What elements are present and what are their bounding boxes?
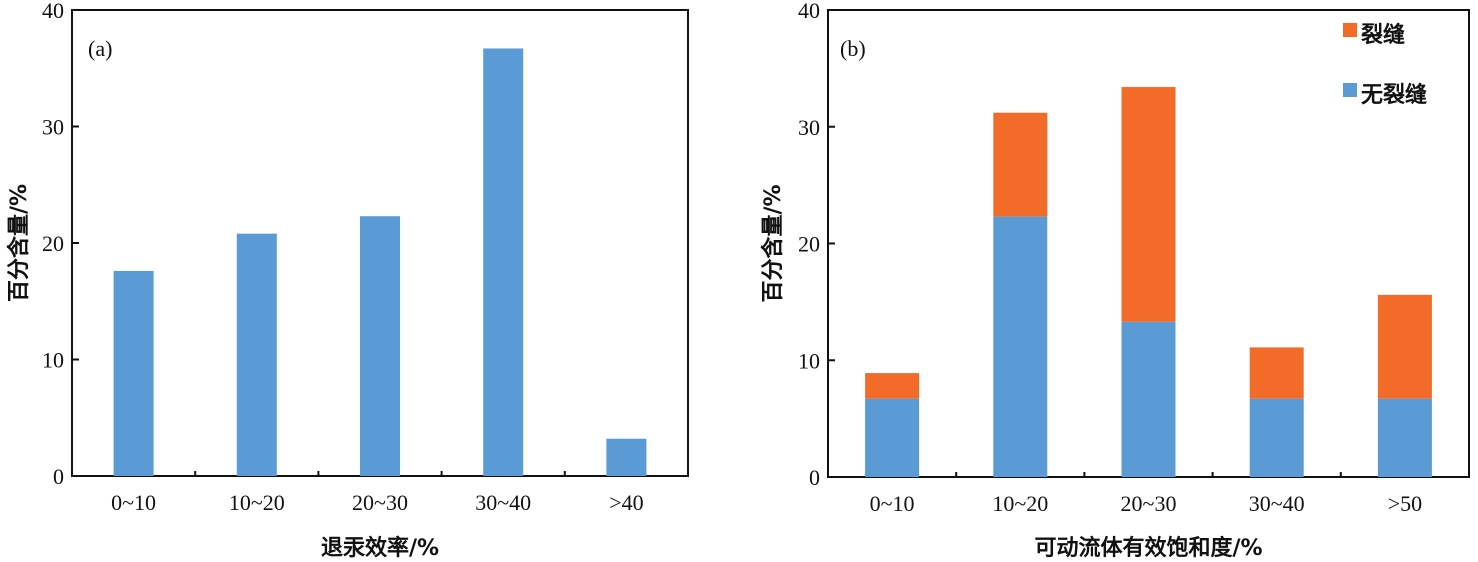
legend-swatch [1343,83,1357,97]
bar-series-0-1 [993,216,1048,477]
bar-series-1-3 [1249,347,1304,399]
x-tick-label: 30~40 [475,490,531,515]
bar-series-1-0 [865,373,920,399]
legend-item: 无裂缝 [1343,82,1427,108]
bar-series-1-2 [1121,87,1176,322]
x-tick-label: 10~20 [992,491,1048,516]
bar-series-0-0 [865,398,920,477]
y-axis-title: 百分含量/% [6,184,32,302]
bar-4 [606,438,647,476]
legend-label: 裂缝 [1361,22,1405,48]
x-tick-label: 20~30 [1121,491,1177,516]
x-tick-label: 0~10 [111,490,156,515]
x-tick-label: >40 [609,490,643,515]
bar-2 [360,216,400,476]
legend-item: 裂缝 [1343,22,1405,48]
x-tick-label: 30~40 [1249,491,1305,516]
y-tick-label: 30 [798,115,820,140]
bar-1 [236,233,277,476]
y-tick-label: 0 [809,465,820,490]
bar-series-0-3 [1249,398,1304,477]
y-tick-label: 20 [798,232,820,257]
x-axis-title: 退汞效率/% [321,535,439,561]
y-tick-label: 10 [798,348,820,373]
bar-3 [483,48,524,476]
x-tick-label: >50 [1388,491,1422,516]
y-tick-label: 20 [42,231,64,256]
y-tick-label: 40 [42,0,64,23]
x-axis-title: 可动流体有效饱和度/% [1034,535,1262,561]
bar-series-1-4 [1377,294,1432,399]
x-tick-label: 20~30 [352,490,408,515]
legend-swatch [1343,23,1357,37]
y-tick-label: 0 [53,464,64,489]
y-tick-label: 10 [42,348,64,373]
bar-series-0-4 [1377,398,1432,477]
y-tick-label: 30 [42,115,64,140]
bar-series-0-2 [1121,321,1176,477]
bar-series-1-1 [993,112,1048,217]
x-tick-label: 10~20 [229,490,285,515]
bar-0 [113,270,154,476]
y-tick-label: 40 [798,0,820,23]
y-axis-title: 百分含量/% [760,184,786,302]
chart-panel-b: 0~10 10~20 20~30 30~40 >50 0 10 20 30 40 百分含量/% 可动流… [760,0,1470,561]
x-tick-label: 0~10 [870,491,915,516]
panel-label: (b) [840,36,866,61]
legend-label: 无裂缝 [1361,82,1427,108]
chart-panel-a: 0~10 10~20 20~30 30~40 >40 0 10 20 30 40 百分含量/% 退汞效… [6,0,689,561]
panel-label: (a) [88,36,112,61]
